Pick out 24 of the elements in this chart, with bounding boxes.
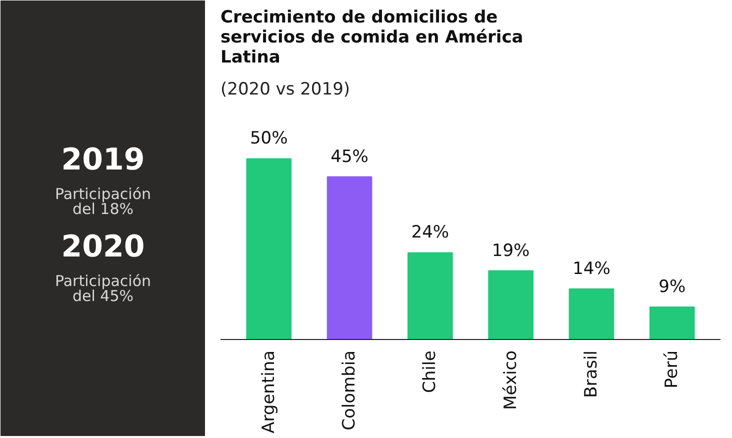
- text: 2020: [61, 230, 145, 264]
- x-tick-label: Chile: [420, 350, 440, 394]
- data-label: 19%: [492, 240, 530, 261]
- text: 2019: [61, 142, 145, 178]
- x-tick-label: Argentina: [258, 350, 279, 434]
- bar: [649, 306, 695, 340]
- data-label: 14%: [572, 258, 610, 279]
- data-label: 9%: [658, 276, 686, 297]
- x-tick-label: Perú: [662, 350, 682, 388]
- text: Participación del 18%: [54, 184, 152, 218]
- chart-subtitle: (2020 vs 2019): [220, 80, 350, 100]
- bar: [326, 176, 372, 340]
- data-label: 50%: [250, 128, 288, 149]
- bar: [488, 270, 534, 340]
- data-label: 45%: [330, 146, 368, 167]
- data-label: 24%: [411, 222, 450, 243]
- x-tick-label: Brasil: [581, 350, 602, 398]
- chart-title: Crecimiento de domicilios de servicios de comida en América Latina: [220, 8, 524, 68]
- bar: [408, 252, 453, 340]
- bar: [246, 158, 292, 340]
- x-tick-label: México: [500, 350, 521, 410]
- bar: [568, 288, 614, 340]
- text: Participación del 45%: [54, 272, 152, 306]
- x-tick-label: Colombia: [340, 350, 360, 430]
